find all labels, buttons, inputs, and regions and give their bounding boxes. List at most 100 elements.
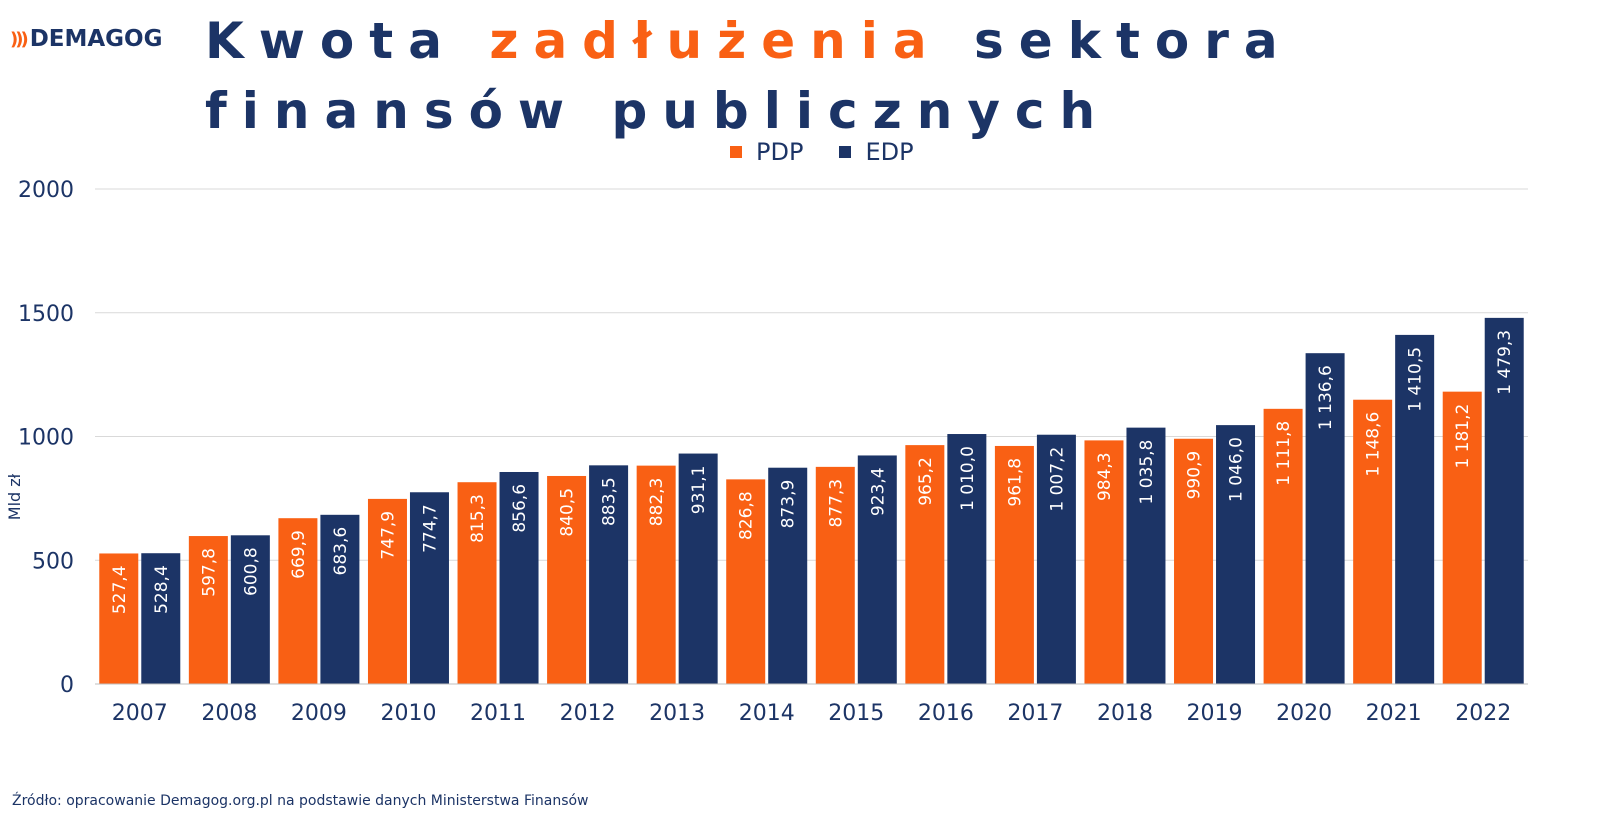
data-label-edp: 931,1 — [689, 466, 709, 515]
bar-edp — [1305, 353, 1345, 684]
data-label-pdp: 527,4 — [110, 565, 130, 614]
x-tick-label: 2018 — [1097, 701, 1153, 726]
bar-edp — [1395, 334, 1435, 684]
bar-edp — [320, 514, 360, 684]
bar-pdp — [905, 445, 945, 684]
y-axis-label: Mld zł — [5, 473, 24, 520]
bar-edp — [1216, 425, 1256, 684]
bar-edp — [857, 455, 897, 684]
x-tick-label: 2021 — [1366, 701, 1422, 726]
logo-text: DEMAGOG — [29, 26, 163, 52]
y-tick-label: 2000 — [18, 178, 74, 203]
logo: ))) DEMAGOG — [10, 24, 163, 54]
chart-title: Kwota zadłużenia sektora finansów public… — [205, 6, 1595, 146]
bar-pdp — [1442, 391, 1482, 684]
x-tick-label: 2015 — [828, 701, 884, 726]
legend-item-pdp: PDP — [730, 138, 803, 166]
data-label-edp: 1 136,6 — [1316, 365, 1336, 430]
data-label-edp: 856,6 — [510, 484, 530, 533]
data-label-edp: 528,4 — [152, 565, 172, 614]
bar-edp — [768, 467, 808, 684]
data-label-edp: 873,9 — [779, 480, 799, 529]
bar-pdp — [1263, 408, 1303, 684]
data-label-pdp: 840,5 — [558, 488, 578, 537]
legend-label-edp: EDP — [865, 138, 914, 166]
y-tick-label: 500 — [32, 549, 74, 574]
data-label-pdp: 882,3 — [647, 478, 667, 527]
x-tick-label: 2020 — [1276, 701, 1332, 726]
legend-swatch-pdp — [730, 146, 742, 158]
data-label-edp: 774,7 — [420, 504, 440, 553]
bar-edp — [409, 492, 449, 684]
data-label-pdp: 1 181,2 — [1453, 404, 1473, 469]
bar-pdp — [547, 475, 587, 684]
wave-icon: ))) — [10, 28, 29, 50]
x-tick-label: 2022 — [1455, 701, 1511, 726]
data-label-pdp: 597,8 — [199, 548, 219, 597]
bar-pdp — [726, 479, 766, 684]
data-label-pdp: 1 111,8 — [1274, 421, 1294, 486]
bar-pdp — [278, 518, 318, 684]
title-part-2: sektora finansów publicznych — [205, 12, 1293, 140]
legend-item-edp: EDP — [839, 138, 914, 166]
x-tick-label: 2009 — [291, 701, 347, 726]
legend-label-pdp: PDP — [756, 138, 804, 166]
x-tick-label: 2010 — [380, 701, 436, 726]
data-label-pdp: 669,9 — [289, 530, 309, 579]
y-tick-label: 1500 — [18, 302, 74, 327]
bar-edp — [589, 465, 629, 684]
data-label-pdp: 965,2 — [916, 457, 936, 506]
data-label-edp: 600,8 — [241, 547, 261, 596]
bar-edp — [1484, 317, 1524, 684]
bar-edp — [499, 471, 539, 684]
data-label-pdp: 877,3 — [826, 479, 846, 528]
source-note: Źródło: opracowanie Demagog.org.pl na po… — [12, 793, 589, 809]
bar-pdp — [1174, 438, 1214, 684]
bar-pdp — [994, 445, 1034, 684]
title-part-1: Kwota — [205, 12, 490, 70]
bar-edp — [678, 453, 718, 684]
bar-pdp — [367, 498, 407, 684]
data-label-pdp: 984,3 — [1095, 452, 1115, 501]
bar-pdp — [457, 482, 497, 684]
bar-edp — [1036, 434, 1076, 684]
data-label-edp: 1 007,2 — [1047, 447, 1067, 512]
data-label-edp: 923,4 — [868, 467, 888, 516]
data-label-pdp: 826,8 — [737, 491, 757, 540]
y-tick-label: 0 — [60, 673, 74, 698]
data-label-edp: 683,6 — [331, 527, 351, 576]
data-label-pdp: 747,9 — [378, 511, 398, 560]
x-tick-label: 2012 — [560, 701, 616, 726]
legend-swatch-edp — [839, 146, 852, 158]
bar-pdp — [636, 465, 676, 684]
data-label-edp: 1 046,0 — [1227, 437, 1247, 502]
data-label-edp: 1 035,8 — [1137, 440, 1157, 505]
data-label-edp: 883,5 — [600, 477, 620, 526]
data-label-edp: 1 010,0 — [958, 446, 978, 511]
data-label-edp: 1 479,3 — [1495, 330, 1515, 395]
bar-edp — [141, 553, 181, 684]
bar-pdp — [815, 466, 855, 684]
data-label-pdp: 815,3 — [468, 494, 488, 543]
x-tick-label: 2017 — [1007, 701, 1063, 726]
data-label-pdp: 961,8 — [1005, 458, 1025, 507]
bar-pdp — [99, 553, 139, 684]
x-tick-label: 2007 — [112, 701, 168, 726]
bar-edp — [947, 434, 987, 684]
legend: PDP EDP — [730, 138, 950, 166]
bar-pdp — [188, 536, 228, 684]
bar-edp — [230, 535, 270, 684]
data-label-edp: 1 410,5 — [1406, 347, 1426, 412]
x-tick-label: 2014 — [739, 701, 795, 726]
title-highlight: zadłużenia — [489, 12, 942, 70]
y-tick-label: 1000 — [18, 426, 74, 451]
bar-pdp — [1353, 399, 1393, 684]
x-tick-label: 2013 — [649, 701, 705, 726]
x-tick-label: 2011 — [470, 701, 526, 726]
data-label-pdp: 1 148,6 — [1364, 412, 1384, 477]
x-tick-label: 2016 — [918, 701, 974, 726]
x-tick-label: 2008 — [201, 701, 257, 726]
bar-edp — [1126, 427, 1166, 684]
x-tick-label: 2019 — [1187, 701, 1243, 726]
